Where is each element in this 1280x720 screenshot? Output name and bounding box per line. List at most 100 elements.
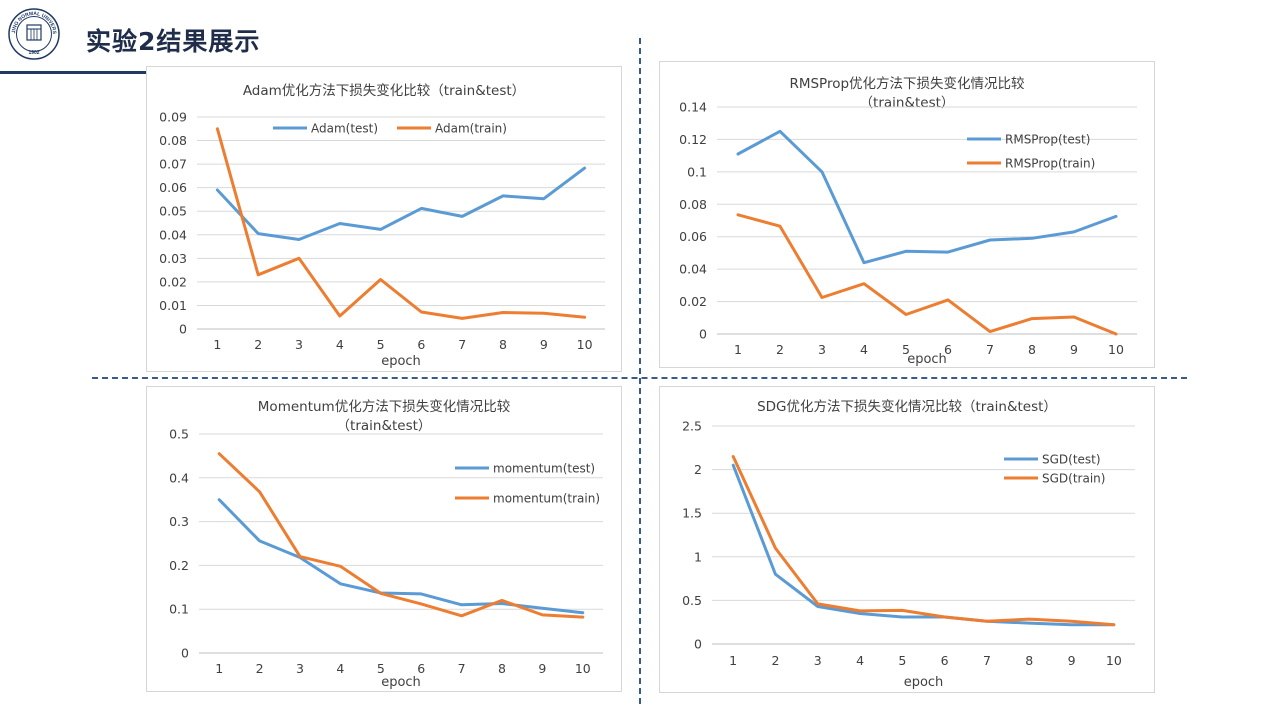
adam-x-tick-label: 9 xyxy=(540,337,548,352)
adam-x-tick-label: 4 xyxy=(336,337,344,352)
sgd-x-tick-label: 10 xyxy=(1106,653,1122,668)
momentum-x-axis-label: epoch xyxy=(381,675,421,690)
sgd-x-tick-label: 5 xyxy=(898,653,906,668)
vertical-separator xyxy=(639,38,641,704)
adam-series-line-2 xyxy=(215,127,587,320)
adam-y-tick-label: 0.08 xyxy=(159,133,187,148)
sgd-y-tick-label: 0.5 xyxy=(682,593,702,608)
momentum-x-tick-label: 8 xyxy=(498,661,506,676)
rmsprop-chart-title: （train&test） xyxy=(860,95,955,111)
sgd-legend-label: SGD(train) xyxy=(1042,472,1105,486)
rmsprop-x-tick-label: 10 xyxy=(1108,342,1124,357)
momentum-chart: Momentum优化方法下损失变化情况比较 （train&test） 0 0.1 0.2… xyxy=(169,399,603,690)
momentum-x-tick-label: 10 xyxy=(575,661,591,676)
rmsprop-y-tick-label: 0 xyxy=(699,327,707,342)
adam-y-tick-label: 0.04 xyxy=(159,227,187,242)
rmsprop-x-tick-label: 1 xyxy=(734,342,742,357)
rmsprop-y-tick-label: 0.04 xyxy=(679,262,707,277)
adam-series-line-1 xyxy=(215,166,587,241)
logo-year: 1902 xyxy=(28,50,39,56)
sgd-x-tick-label: 2 xyxy=(771,653,779,668)
rmsprop-x-tick-label: 7 xyxy=(986,342,994,357)
sgd-legend-label: SGD(test) xyxy=(1042,453,1101,467)
momentum-y-tick-label: 0.2 xyxy=(169,558,189,573)
sgd-x-tick-label: 1 xyxy=(729,653,737,668)
adam-x-tick-label: 5 xyxy=(377,337,385,352)
adam-x-tick-label: 8 xyxy=(499,337,507,352)
sgd-series-line-2 xyxy=(731,455,1116,627)
rmsprop-x-tick-label: 5 xyxy=(902,342,910,357)
sgd-x-tick-label: 9 xyxy=(1068,653,1076,668)
rmsprop-y-tick-label: 0.12 xyxy=(679,132,707,147)
momentum-x-tick-label: 9 xyxy=(538,661,546,676)
rmsprop-y-tick-label: 0.08 xyxy=(679,197,707,212)
horizontal-separator xyxy=(92,377,1187,379)
momentum-series-line-1 xyxy=(217,498,585,615)
momentum-y-tick-label: 0.5 xyxy=(169,427,189,442)
sgd-y-tick-label: 1 xyxy=(694,549,702,564)
adam-x-tick-label: 6 xyxy=(417,337,425,352)
sgd-x-tick-label: 7 xyxy=(983,653,991,668)
momentum-y-tick-label: 0.3 xyxy=(169,514,189,529)
adam-legend-label: Adam(test) xyxy=(311,122,378,136)
adam-y-tick-label: 0.02 xyxy=(159,274,187,289)
momentum-y-tick-label: 0 xyxy=(181,646,189,661)
momentum-legend-label: momentum(test) xyxy=(493,462,595,476)
rmsprop-y-tick-label: 0.14 xyxy=(679,100,707,115)
rmsprop-y-tick-label: 0.02 xyxy=(679,294,707,309)
sgd-chart: SDG优化方法下损失变化情况比较（train&test） 0 0.5 1 1.5 2 2.5… xyxy=(682,399,1135,690)
rmsprop-chart-panel: RMSProp优化方法下损失变化情况比较 （train&test） 0 0.02 0.0… xyxy=(659,61,1155,368)
sgd-series-line-1 xyxy=(731,463,1116,627)
rmsprop-series-line-1 xyxy=(736,129,1118,265)
sgd-chart-panel: SDG优化方法下损失变化情况比较（train&test） 0 0.5 1 1.5 2 2.5… xyxy=(659,386,1155,693)
sgd-chart-title: SDG优化方法下损失变化情况比较（train&test） xyxy=(757,399,1057,415)
rmsprop-series-line-2 xyxy=(736,213,1118,336)
momentum-chart-title: （train&test） xyxy=(337,418,432,434)
momentum-x-tick-label: 3 xyxy=(296,661,304,676)
sgd-x-tick-label: 3 xyxy=(814,653,822,668)
rmsprop-x-tick-label: 9 xyxy=(1070,342,1078,357)
rmsprop-x-tick-label: 2 xyxy=(776,342,784,357)
momentum-y-tick-label: 0.1 xyxy=(169,602,189,617)
momentum-x-tick-label: 6 xyxy=(417,661,425,676)
adam-y-tick-label: 0 xyxy=(179,322,187,337)
sgd-y-tick-label: 0 xyxy=(694,637,702,652)
adam-x-tick-label: 3 xyxy=(295,337,303,352)
adam-y-tick-label: 0.06 xyxy=(159,180,187,195)
momentum-x-tick-label: 1 xyxy=(215,661,223,676)
adam-x-tick-label: 2 xyxy=(254,337,262,352)
sgd-x-tick-label: 8 xyxy=(1025,653,1033,668)
adam-legend-label: Adam(train) xyxy=(435,122,507,136)
momentum-x-tick-label: 2 xyxy=(256,661,264,676)
adam-x-tick-label: 7 xyxy=(458,337,466,352)
rmsprop-y-tick-label: 0.06 xyxy=(679,229,707,244)
adam-chart: Adam优化方法下损失变化比较（train&test） 0 0.01 0.02 0.03… xyxy=(159,83,605,369)
adam-x-tick-label: 1 xyxy=(213,337,221,352)
rmsprop-x-axis-label: epoch xyxy=(907,352,947,367)
adam-x-tick-label: 10 xyxy=(577,337,593,352)
rmsprop-x-tick-label: 4 xyxy=(860,342,868,357)
adam-y-tick-label: 0.01 xyxy=(159,298,187,313)
momentum-y-tick-label: 0.4 xyxy=(169,470,189,485)
adam-y-tick-label: 0.09 xyxy=(159,110,187,125)
rmsprop-x-tick-label: 8 xyxy=(1028,342,1036,357)
adam-x-axis-label: epoch xyxy=(381,354,421,369)
sgd-y-tick-label: 2 xyxy=(694,462,702,477)
title-underline xyxy=(0,71,280,74)
momentum-chart-title: Momentum优化方法下损失变化情况比较 xyxy=(258,399,511,415)
sgd-y-tick-label: 2.5 xyxy=(682,419,702,434)
rmsprop-legend-label: RMSProp(train) xyxy=(1005,157,1095,171)
adam-y-tick-label: 0.07 xyxy=(159,157,187,172)
momentum-x-tick-label: 7 xyxy=(458,661,466,676)
rmsprop-x-tick-label: 6 xyxy=(944,342,952,357)
rmsprop-chart: RMSProp优化方法下损失变化情况比较 （train&test） 0 0.02 0.0… xyxy=(679,76,1137,367)
sgd-x-tick-label: 6 xyxy=(941,653,949,668)
momentum-chart-panel: Momentum优化方法下损失变化情况比较 （train&test） 0 0.1 0.2… xyxy=(146,386,622,692)
university-logo: BEIJING NORMAL UNIVERSITY 1902 xyxy=(8,8,60,60)
rmsprop-x-tick-label: 3 xyxy=(818,342,826,357)
adam-chart-title: Adam优化方法下损失变化比较（train&test） xyxy=(243,83,525,99)
slide-title: 实验2结果展示 xyxy=(86,27,261,56)
adam-y-tick-label: 0.03 xyxy=(159,251,187,266)
momentum-x-tick-label: 4 xyxy=(336,661,344,676)
rmsprop-y-tick-label: 0.1 xyxy=(687,164,707,179)
